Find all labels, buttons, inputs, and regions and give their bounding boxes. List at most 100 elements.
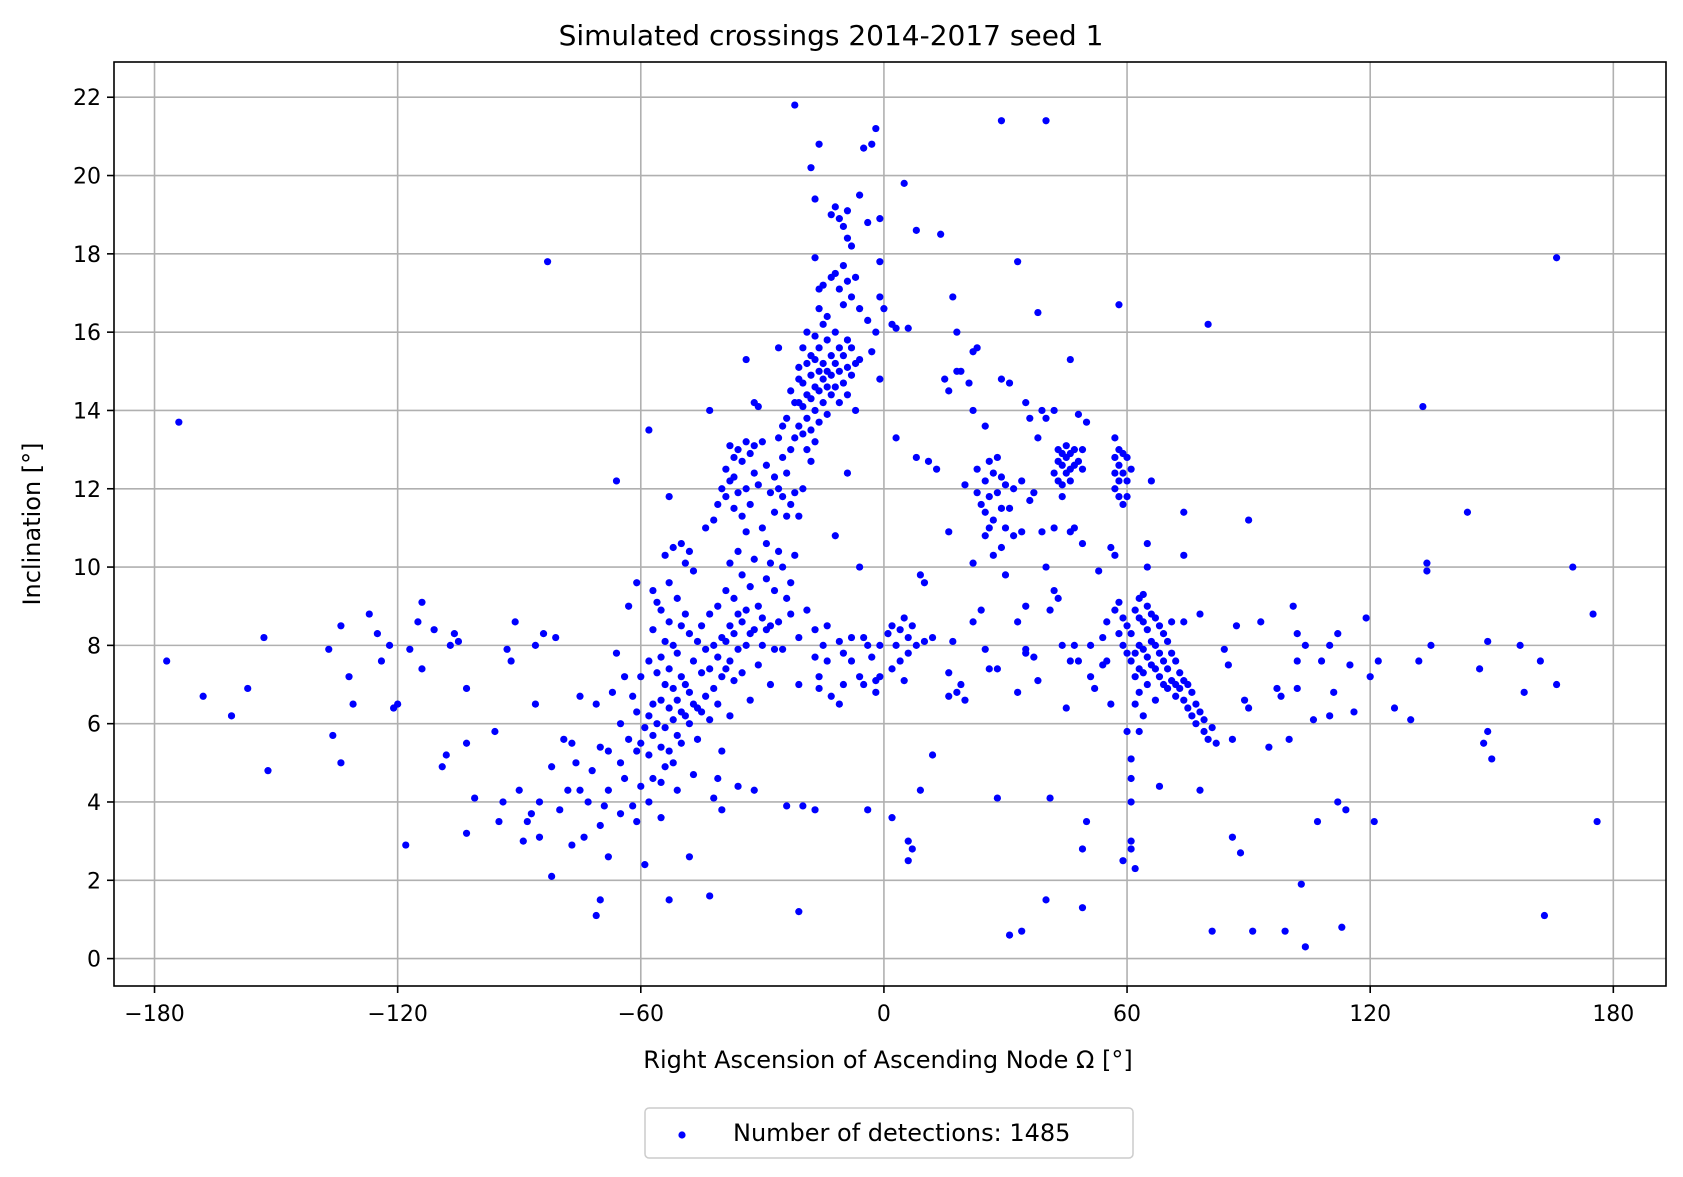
data-point (985, 492, 993, 501)
data-point (629, 802, 637, 810)
data-point (714, 700, 722, 708)
data-point (669, 641, 677, 649)
data-point (1293, 657, 1301, 665)
data-point (795, 680, 803, 689)
data-point (981, 508, 989, 516)
chart-title: Simulated crossings 2014-2017 seed 1 (559, 19, 1104, 52)
data-point (1034, 434, 1042, 442)
data-point (1143, 653, 1151, 661)
data-point (1192, 700, 1200, 708)
data-point (673, 696, 681, 704)
data-point (685, 688, 694, 696)
data-point (616, 720, 625, 728)
data-point (1228, 833, 1237, 841)
data-point (1066, 355, 1074, 364)
data-point (884, 630, 892, 638)
y-tick-label: 14 (73, 399, 101, 424)
data-point (175, 418, 183, 426)
data-point (803, 359, 811, 368)
data-point (783, 512, 791, 520)
data-point (637, 782, 645, 790)
data-point (1009, 532, 1018, 540)
data-point (1001, 481, 1010, 489)
data-point (1151, 665, 1160, 673)
data-point (1200, 716, 1208, 724)
data-point (774, 344, 783, 352)
data-point (997, 473, 1006, 481)
data-point (831, 203, 839, 211)
data-point (835, 215, 843, 223)
data-point (1224, 661, 1232, 669)
data-point (1163, 637, 1172, 646)
data-point (762, 575, 771, 583)
data-point (811, 653, 819, 661)
data-point (977, 606, 985, 614)
data-point (783, 469, 791, 477)
data-point (604, 786, 612, 794)
data-point (1212, 739, 1220, 747)
data-point (1593, 817, 1601, 826)
data-point (1155, 649, 1164, 657)
data-point (633, 579, 641, 587)
data-point (787, 446, 795, 454)
data-point (665, 492, 673, 501)
data-point (163, 657, 171, 665)
data-point (1127, 837, 1135, 845)
data-point (1131, 700, 1139, 708)
data-point (1180, 696, 1188, 704)
data-point (896, 657, 904, 665)
data-point (548, 872, 556, 880)
data-point (1569, 563, 1577, 571)
data-point (616, 810, 625, 818)
data-point (839, 301, 847, 309)
data-point (1070, 641, 1078, 649)
data-point (1107, 700, 1115, 708)
data-point (1115, 492, 1123, 501)
data-point (876, 673, 884, 681)
data-point (1293, 630, 1301, 638)
data-point (1147, 477, 1155, 485)
data-point (783, 802, 791, 810)
data-point (904, 837, 912, 845)
data-point (227, 712, 236, 720)
data-point (1058, 492, 1066, 501)
data-point (629, 692, 637, 700)
data-point (1123, 492, 1131, 501)
data-point (722, 665, 730, 673)
data-point (920, 637, 929, 646)
data-point (394, 700, 402, 708)
data-point (847, 371, 856, 379)
data-point (734, 645, 742, 653)
data-point (916, 571, 924, 579)
data-point (1155, 782, 1164, 790)
data-point (1330, 688, 1338, 696)
data-point (714, 602, 722, 610)
data-point (811, 332, 819, 340)
data-point (1589, 610, 1597, 618)
data-point (754, 602, 762, 610)
data-point (807, 371, 815, 379)
data-point (734, 547, 742, 556)
data-point (1123, 453, 1131, 462)
data-point (835, 399, 843, 407)
data-point (843, 277, 852, 285)
data-point (580, 833, 588, 841)
data-point (843, 469, 852, 477)
data-point (515, 786, 523, 794)
data-point (1005, 504, 1014, 512)
data-point (1265, 743, 1273, 751)
data-point (758, 614, 766, 622)
data-point (839, 261, 847, 270)
data-point (620, 774, 629, 783)
data-point (1062, 704, 1070, 712)
data-point (462, 684, 471, 693)
data-point (722, 465, 730, 473)
data-point (904, 633, 912, 642)
data-point (993, 665, 1001, 673)
data-point (835, 367, 843, 375)
data-point (1018, 528, 1026, 536)
data-point (815, 140, 823, 148)
data-point (1552, 254, 1561, 262)
data-point (1208, 723, 1216, 732)
data-point (730, 594, 738, 602)
